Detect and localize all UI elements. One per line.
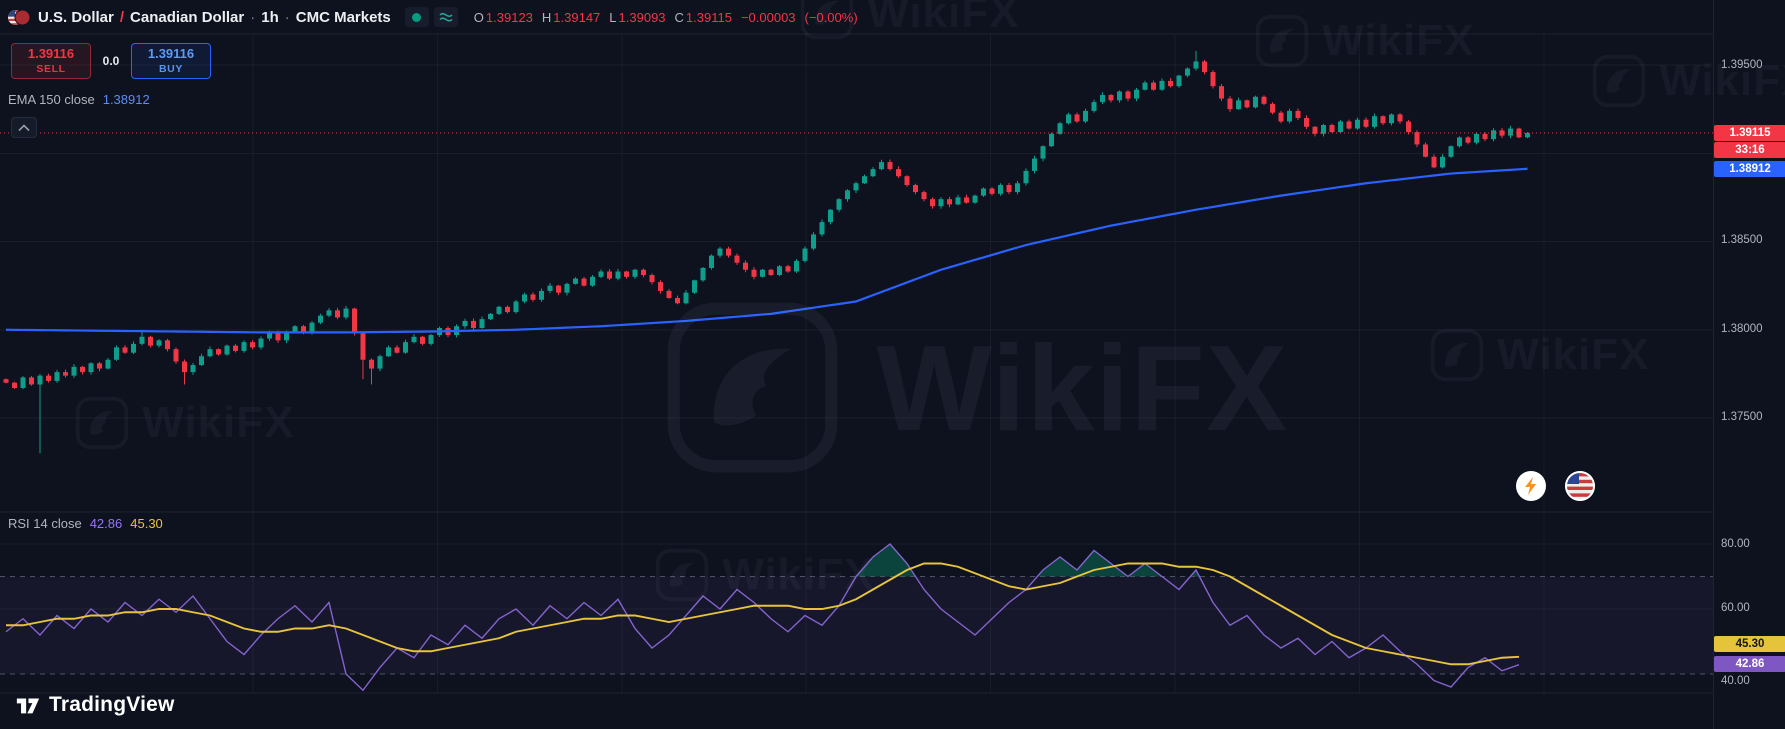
grid bbox=[0, 34, 1713, 693]
change-value: −0.00003 bbox=[740, 9, 796, 25]
status-icons bbox=[404, 7, 458, 27]
price-tick: 1.38000 bbox=[1721, 323, 1763, 335]
exchange-label: CMC Markets bbox=[295, 8, 391, 26]
open-label: O bbox=[473, 9, 484, 25]
collapse-legend-button[interactable] bbox=[11, 117, 37, 138]
ohlc-values: O 1.39123 H 1.39147 L 1.39093 C 1.39115 −0.0… bbox=[474, 10, 858, 25]
top-toolbar: U.S. Dollar / Canadian Dollar · 1h · CMC… bbox=[0, 0, 1713, 34]
economic-event-lightning-icon[interactable] bbox=[1516, 471, 1546, 501]
high-label: H bbox=[541, 9, 552, 25]
symbol-base: U.S. Dollar bbox=[38, 8, 114, 26]
rsi-value: 42.86 bbox=[89, 516, 123, 531]
waves-icon bbox=[439, 12, 453, 22]
tradingview-wordmark: TradingView bbox=[49, 693, 175, 716]
rsi-ma-axis-label: 45.30 bbox=[1714, 636, 1785, 652]
high-value: 1.39147 bbox=[553, 9, 601, 25]
sell-button[interactable]: 1.39116 SELL bbox=[11, 43, 91, 79]
market-status-icon[interactable] bbox=[404, 7, 429, 27]
price-tick: 1.38500 bbox=[1721, 234, 1763, 246]
rsi-ma-line[interactable] bbox=[6, 562, 1520, 666]
market-open-dot-icon bbox=[412, 12, 422, 22]
rsi-line[interactable] bbox=[5, 543, 1520, 692]
price-tick: 1.39500 bbox=[1721, 59, 1763, 71]
instrument-logo-icon bbox=[7, 9, 31, 26]
trade-widget: 1.39116 SELL 0.0 1.39116 BUY bbox=[11, 43, 211, 79]
close-value: 1.39115 bbox=[685, 9, 732, 25]
last-price-label: 1.39115 bbox=[1714, 125, 1785, 141]
buy-button[interactable]: 1.39116 BUY bbox=[131, 43, 211, 79]
symbol-slash: / bbox=[119, 8, 125, 26]
separator-dot: · bbox=[250, 8, 256, 26]
symbol-title[interactable]: U.S. Dollar / Canadian Dollar · 1h · CMC… bbox=[38, 9, 391, 26]
data-mode-icon[interactable] bbox=[433, 7, 458, 27]
buy-price: 1.39116 bbox=[147, 46, 195, 62]
low-value: 1.39093 bbox=[618, 9, 666, 25]
spread-value: 0.0 bbox=[102, 54, 120, 68]
bar-countdown-label: 33:16 bbox=[1714, 142, 1785, 158]
symbol-quote: Canadian Dollar bbox=[130, 8, 245, 26]
chevron-up-icon bbox=[18, 123, 30, 131]
rsi-indicator-legend[interactable]: RSI 14 close 42.86 45.30 bbox=[8, 516, 163, 531]
chart-canvas[interactable] bbox=[0, 0, 1713, 729]
timeframe-label[interactable]: 1h bbox=[261, 8, 279, 26]
rsi-tick: 60.00 bbox=[1721, 602, 1750, 614]
sell-price: 1.39116 bbox=[27, 46, 75, 62]
rsi-ma-value: 45.30 bbox=[130, 516, 163, 531]
close-label: C bbox=[674, 9, 684, 25]
ema-indicator-legend[interactable]: EMA 150 close 1.38912 bbox=[8, 92, 150, 107]
price-tick: 1.37500 bbox=[1721, 411, 1763, 423]
rsi-overbought-fill bbox=[856, 544, 1200, 577]
ema-price-label: 1.38912 bbox=[1714, 161, 1785, 177]
rsi-tick: 40.00 bbox=[1721, 675, 1750, 687]
rsi-band bbox=[0, 576, 1713, 674]
rsi-pane bbox=[0, 543, 1713, 692]
low-label: L bbox=[609, 9, 617, 25]
sell-label: SELL bbox=[36, 62, 66, 75]
open-value: 1.39123 bbox=[485, 9, 533, 25]
buy-label: BUY bbox=[159, 62, 183, 75]
price-axis[interactable]: 1.39500 1.38500 1.38000 1.37500 1.39115 … bbox=[1713, 0, 1785, 729]
event-markers bbox=[1516, 471, 1595, 501]
change-percent: (−0.00%) bbox=[804, 9, 858, 25]
rsi-tick: 80.00 bbox=[1721, 538, 1750, 550]
separator-dot: · bbox=[284, 8, 290, 26]
ema-line[interactable] bbox=[5, 167, 1528, 334]
tradingview-mark-icon bbox=[16, 698, 40, 714]
rsi-value-axis-label: 42.86 bbox=[1714, 656, 1785, 672]
ema-label: EMA 150 close bbox=[8, 92, 95, 107]
candlestick-series bbox=[3, 50, 1530, 454]
ema-value: 1.38912 bbox=[102, 92, 150, 107]
tradingview-logo[interactable]: TradingView bbox=[15, 692, 175, 718]
us-flag-event-icon[interactable] bbox=[1565, 471, 1595, 501]
rsi-label: RSI 14 close bbox=[8, 516, 82, 531]
